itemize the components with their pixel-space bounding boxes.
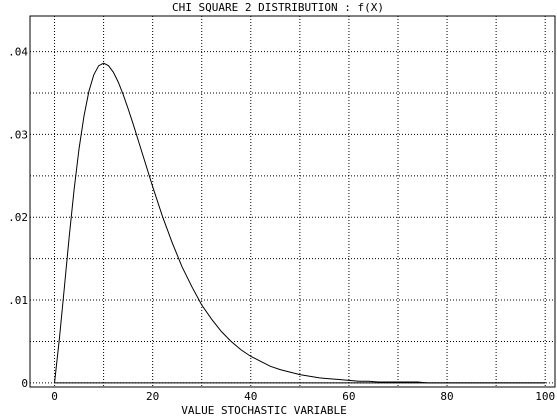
x-tick-label: 60 [342, 390, 355, 403]
chart-title: CHI SQUARE 2 DISTRIBUTION : f(X) [172, 1, 384, 14]
y-tick-label: .04 [8, 46, 28, 59]
y-tick-label: 0 [21, 377, 28, 390]
plot-frame [29, 15, 556, 388]
y-axis-ticks: 0 .01 .02 .03 .04 [8, 46, 28, 390]
density-curve [54, 62, 546, 384]
y-tick-label: .01 [8, 294, 28, 307]
x-axis-ticks: 0 20 40 60 80 100 [51, 390, 555, 403]
x-tick-label: 100 [535, 390, 555, 403]
x-tick-label: 40 [244, 390, 257, 403]
y-tick-label: .02 [8, 211, 28, 224]
y-tick-label: .03 [8, 128, 28, 141]
x-tick-label: 0 [51, 390, 58, 403]
grid [30, 16, 555, 387]
x-tick-label: 20 [146, 390, 159, 403]
x-axis-label: VALUE STOCHASTIC VARIABLE [181, 404, 347, 417]
x-tick-label: 80 [440, 390, 453, 403]
